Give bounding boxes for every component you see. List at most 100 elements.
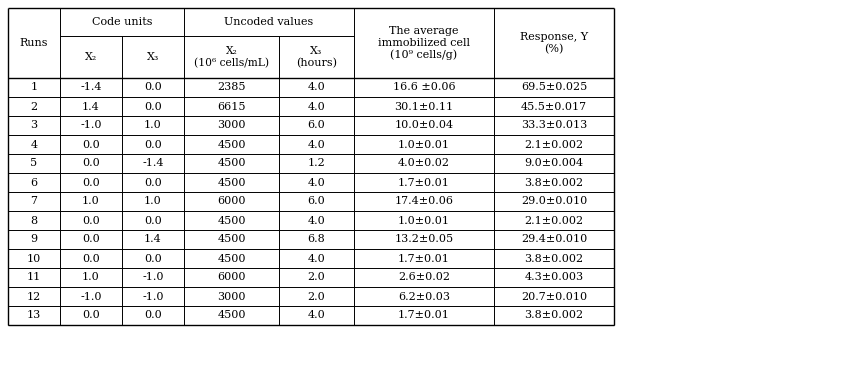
- Text: -1.0: -1.0: [142, 272, 164, 282]
- Text: -1.0: -1.0: [81, 291, 101, 301]
- Text: 6.2±0.03: 6.2±0.03: [398, 291, 450, 301]
- Text: 4500: 4500: [218, 253, 245, 264]
- Text: 1.7±0.01: 1.7±0.01: [398, 311, 450, 320]
- Text: 3.8±0.002: 3.8±0.002: [525, 311, 583, 320]
- Text: 4500: 4500: [218, 234, 245, 245]
- Text: 9: 9: [30, 234, 37, 245]
- Text: 2.1±0.002: 2.1±0.002: [525, 216, 583, 226]
- Text: 16.6 ±0.06: 16.6 ±0.06: [393, 83, 455, 93]
- Text: 33.3±0.013: 33.3±0.013: [521, 120, 587, 131]
- Text: 12: 12: [27, 291, 41, 301]
- Text: 2.1±0.002: 2.1±0.002: [525, 139, 583, 149]
- Text: 20.7±0.010: 20.7±0.010: [521, 291, 587, 301]
- Text: 13: 13: [27, 311, 41, 320]
- Text: 17.4±0.06: 17.4±0.06: [394, 197, 453, 207]
- Text: 6.8: 6.8: [308, 234, 325, 245]
- Text: 6000: 6000: [218, 272, 245, 282]
- Text: 2.0: 2.0: [308, 272, 325, 282]
- Text: X₃: X₃: [147, 52, 160, 62]
- Text: 1: 1: [30, 83, 37, 93]
- Text: 1.0: 1.0: [82, 197, 100, 207]
- Text: 1.0±0.01: 1.0±0.01: [398, 139, 450, 149]
- Text: 4500: 4500: [218, 139, 245, 149]
- Text: 3.8±0.002: 3.8±0.002: [525, 253, 583, 264]
- Text: 29.4±0.010: 29.4±0.010: [521, 234, 587, 245]
- Text: 10: 10: [27, 253, 41, 264]
- Text: 1.0: 1.0: [144, 197, 162, 207]
- Text: 2385: 2385: [218, 83, 245, 93]
- Text: 0.0: 0.0: [144, 139, 162, 149]
- Text: X₂: X₂: [85, 52, 97, 62]
- Text: 2: 2: [30, 101, 37, 112]
- Text: 4.0: 4.0: [308, 83, 325, 93]
- Text: 6.0: 6.0: [308, 120, 325, 131]
- Text: 0.0: 0.0: [82, 216, 100, 226]
- Text: -1.4: -1.4: [142, 158, 164, 168]
- Text: 1.4: 1.4: [144, 234, 162, 245]
- Text: 1.0: 1.0: [82, 272, 100, 282]
- Text: 7: 7: [30, 197, 37, 207]
- Text: Uncoded values: Uncoded values: [225, 17, 314, 27]
- Text: 1.7±0.01: 1.7±0.01: [398, 253, 450, 264]
- Text: X₂
(10⁶ cells/mL): X₂ (10⁶ cells/mL): [194, 46, 269, 68]
- Text: 0.0: 0.0: [144, 178, 162, 187]
- Text: 1.4: 1.4: [82, 101, 100, 112]
- Text: 4.0: 4.0: [308, 311, 325, 320]
- Text: 0.0: 0.0: [144, 101, 162, 112]
- Text: 0.0: 0.0: [82, 178, 100, 187]
- Text: Code units: Code units: [92, 17, 153, 27]
- Text: X₃
(hours): X₃ (hours): [296, 46, 337, 68]
- Text: 3: 3: [30, 120, 37, 131]
- Text: 6: 6: [30, 178, 37, 187]
- Text: 0.0: 0.0: [144, 83, 162, 93]
- Text: 11: 11: [27, 272, 41, 282]
- Text: 4: 4: [30, 139, 37, 149]
- Text: 4.0: 4.0: [308, 139, 325, 149]
- Text: 0.0: 0.0: [82, 253, 100, 264]
- Text: 8: 8: [30, 216, 37, 226]
- Text: 0.0: 0.0: [144, 311, 162, 320]
- Text: 4.0: 4.0: [308, 253, 325, 264]
- Text: 5: 5: [30, 158, 37, 168]
- Text: 4.0: 4.0: [308, 216, 325, 226]
- Text: 2.6±0.02: 2.6±0.02: [398, 272, 450, 282]
- Text: Response, Y
(%): Response, Y (%): [520, 32, 588, 54]
- Text: 4500: 4500: [218, 216, 245, 226]
- Text: -1.0: -1.0: [81, 120, 101, 131]
- Text: 4500: 4500: [218, 311, 245, 320]
- Text: 0.0: 0.0: [144, 253, 162, 264]
- Text: 1.0±0.01: 1.0±0.01: [398, 216, 450, 226]
- Text: 0.0: 0.0: [82, 234, 100, 245]
- Text: 6615: 6615: [218, 101, 245, 112]
- Text: 0.0: 0.0: [82, 158, 100, 168]
- Text: 1.0: 1.0: [144, 120, 162, 131]
- Text: 3.8±0.002: 3.8±0.002: [525, 178, 583, 187]
- Text: 29.0±0.010: 29.0±0.010: [521, 197, 587, 207]
- Text: 9.0±0.004: 9.0±0.004: [525, 158, 583, 168]
- Text: 6000: 6000: [218, 197, 245, 207]
- Text: -1.4: -1.4: [81, 83, 101, 93]
- Text: 4.0: 4.0: [308, 101, 325, 112]
- Text: The average
immobilized cell
(10⁹ cells/g): The average immobilized cell (10⁹ cells/…: [378, 26, 470, 60]
- Text: 3000: 3000: [218, 120, 245, 131]
- Text: 4.0: 4.0: [308, 178, 325, 187]
- Text: -1.0: -1.0: [142, 291, 164, 301]
- Text: 3000: 3000: [218, 291, 245, 301]
- Text: 4.3±0.003: 4.3±0.003: [525, 272, 583, 282]
- Text: 30.1±0.11: 30.1±0.11: [394, 101, 453, 112]
- Text: 4.0±0.02: 4.0±0.02: [398, 158, 450, 168]
- Text: 69.5±0.025: 69.5±0.025: [521, 83, 587, 93]
- Text: 1.2: 1.2: [308, 158, 325, 168]
- Text: 0.0: 0.0: [144, 216, 162, 226]
- Text: 13.2±0.05: 13.2±0.05: [394, 234, 453, 245]
- Text: 45.5±0.017: 45.5±0.017: [521, 101, 587, 112]
- Text: 0.0: 0.0: [82, 139, 100, 149]
- Text: 0.0: 0.0: [82, 311, 100, 320]
- Text: 10.0±0.04: 10.0±0.04: [394, 120, 453, 131]
- Text: 4500: 4500: [218, 158, 245, 168]
- Text: 1.7±0.01: 1.7±0.01: [398, 178, 450, 187]
- Text: 2.0: 2.0: [308, 291, 325, 301]
- Text: Runs: Runs: [20, 38, 49, 48]
- Text: 6.0: 6.0: [308, 197, 325, 207]
- Text: 4500: 4500: [218, 178, 245, 187]
